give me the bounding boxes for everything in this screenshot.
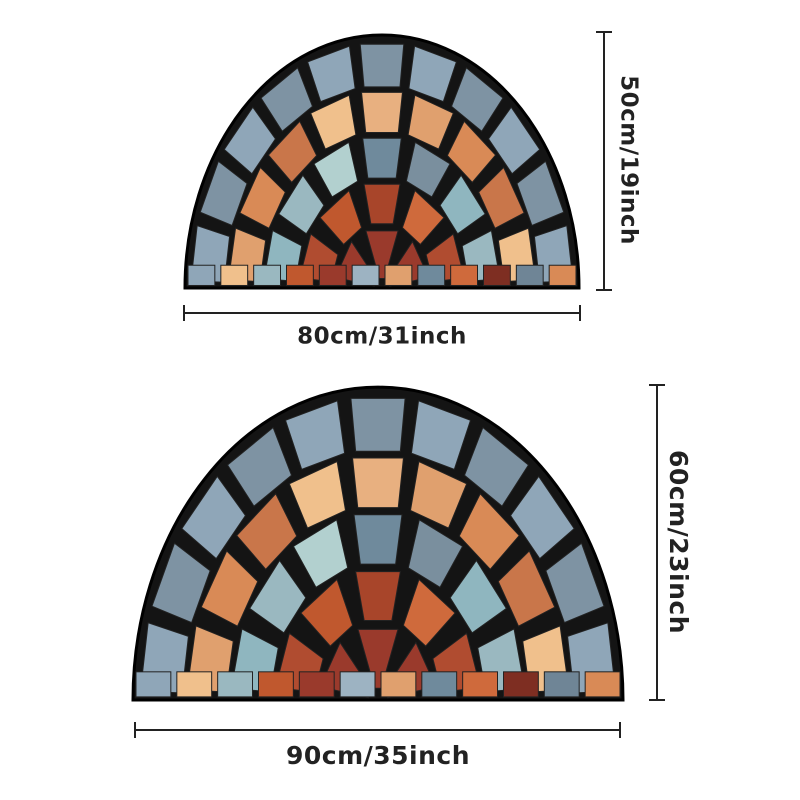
mosaic-tile <box>407 94 454 150</box>
mosaic-tile <box>503 671 539 698</box>
mosaic-tile <box>421 671 458 698</box>
height-label: 60cm/23inch <box>664 450 693 634</box>
mosaic-tile <box>462 671 498 698</box>
mosaic-tile <box>135 671 172 698</box>
mosaic-tile <box>463 426 530 507</box>
mosaic-tile <box>239 166 286 230</box>
mosaic-tile <box>200 549 259 627</box>
mosaic-tile <box>181 475 247 560</box>
mosaic-tile <box>176 671 213 698</box>
mosaic-tile <box>405 141 451 198</box>
mosaic-tile <box>487 106 541 175</box>
mosaic-tile <box>359 43 405 88</box>
mosaic-tile <box>478 166 525 230</box>
mosaic-tile <box>199 160 248 227</box>
mosaic-tile <box>449 559 508 634</box>
width-label: 90cm/35inch <box>286 741 470 770</box>
mosaic-tile <box>319 189 363 246</box>
mosaic-tile <box>362 137 402 179</box>
mosaic-tile <box>439 174 486 235</box>
mosaic-tile <box>384 264 413 286</box>
mosaic-tile <box>187 264 216 286</box>
mosaic-tile <box>450 264 478 286</box>
mosaic-tile <box>306 45 356 103</box>
mosaic-tile <box>151 542 211 624</box>
mosaic-tile <box>351 457 405 509</box>
mosaic-tile <box>410 400 472 471</box>
mosaic-tile <box>380 671 417 698</box>
mosaic-tile <box>351 264 380 286</box>
mosaic-tile <box>545 542 605 624</box>
mosaic-tile <box>217 671 254 698</box>
mosaic-tile <box>355 571 401 622</box>
mosaic-tile <box>300 578 354 647</box>
mosaic-tile <box>548 264 577 286</box>
mosaic-tile <box>353 514 403 565</box>
width-label: 80cm/31inch <box>297 324 467 350</box>
mosaic-tile <box>401 189 445 246</box>
mosaic-tile <box>408 45 458 103</box>
mosaic-tile <box>363 183 401 225</box>
mosaic-tile <box>402 578 456 647</box>
mosaic-tile <box>515 264 544 286</box>
mosaic-tile <box>417 264 446 286</box>
mosaic-tile <box>497 549 556 627</box>
mosaic-tile <box>409 460 468 529</box>
mosaic-tile <box>350 397 406 452</box>
mosaic-tile <box>516 160 565 227</box>
mosaic-tile <box>543 671 580 698</box>
mosaic-tile <box>253 264 282 286</box>
mosaic-tile <box>278 174 325 235</box>
mosaic-tile <box>226 426 293 507</box>
mosaic-tile <box>292 518 349 589</box>
mosaic-tile <box>584 671 621 698</box>
mosaic-tile <box>248 559 307 634</box>
mosaic-tile <box>310 94 357 150</box>
mosaic-tile <box>284 400 346 471</box>
mosaic-tile <box>446 120 497 184</box>
mats <box>131 33 625 702</box>
mosaic-tile <box>360 91 404 134</box>
mosaic-tile <box>313 141 359 198</box>
mosaic-tile <box>407 518 464 589</box>
height-label: 50cm/19inch <box>616 75 642 245</box>
mosaic-tile <box>509 475 575 560</box>
mosaic-tile <box>223 106 277 175</box>
mosaic-tile <box>483 264 511 286</box>
mosaic-tile <box>298 671 335 698</box>
mosaic-tile <box>220 264 249 286</box>
mosaic-tile <box>260 66 314 133</box>
mosaic-tile <box>458 492 520 571</box>
mosaic-tile <box>288 460 347 529</box>
mosaic-tile <box>258 671 294 698</box>
mosaic-tile <box>267 120 318 184</box>
mosaic-tile <box>286 264 314 286</box>
mosaic-tile <box>450 66 504 133</box>
mosaic-tile <box>236 492 298 571</box>
mosaic-tile <box>318 264 347 286</box>
mosaic-tile <box>339 671 376 698</box>
